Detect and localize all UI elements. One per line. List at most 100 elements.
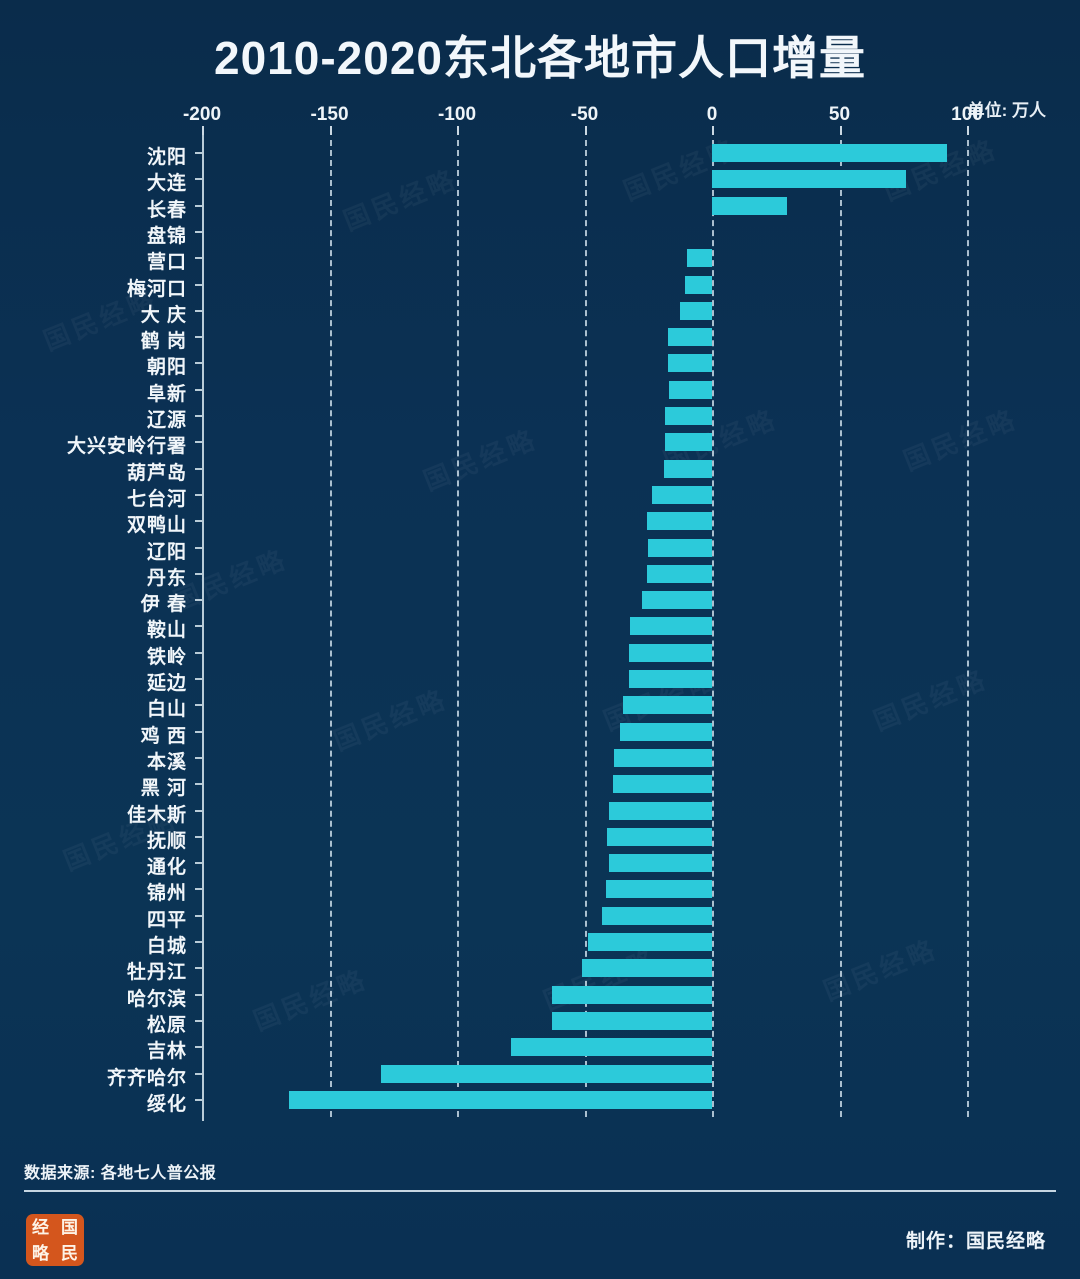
bar-row[interactable]: 通化 [147, 850, 967, 878]
y-tick-mark [195, 257, 202, 260]
bar[interactable] [552, 1011, 712, 1030]
logo-char-3: 略 [32, 1243, 49, 1263]
bar[interactable] [620, 722, 712, 741]
bar-row[interactable]: 四平 [147, 903, 967, 931]
bar-row[interactable]: 伊 春 [141, 587, 967, 615]
bar-row[interactable]: 大兴安岭行署 [67, 429, 967, 457]
bar[interactable] [602, 906, 712, 925]
bar[interactable] [646, 512, 712, 531]
bar[interactable] [581, 959, 712, 978]
bar-row[interactable]: 阜新 [147, 377, 967, 405]
bar-row[interactable]: 佳木斯 [127, 798, 967, 826]
bar[interactable] [686, 249, 712, 268]
gridline-50 [839, 140, 842, 1117]
bar[interactable] [667, 328, 712, 347]
bar-row[interactable]: 锦州 [147, 876, 967, 904]
y-tick-mark [195, 993, 202, 996]
bar-row[interactable]: 辽源 [147, 403, 967, 431]
bar[interactable] [608, 801, 712, 820]
bar[interactable] [629, 643, 712, 662]
bar-row[interactable]: 沈阳 [147, 140, 967, 168]
bar-row[interactable]: 大连 [147, 166, 967, 194]
bar-row[interactable]: 朝阳 [147, 350, 967, 378]
bar-row[interactable]: 吉林 [147, 1034, 967, 1062]
bar[interactable] [380, 1064, 712, 1083]
bar-row[interactable]: 长春 [147, 193, 967, 221]
y-tick-mark [195, 783, 202, 786]
category-label: 松原 [146, 1014, 187, 1036]
bar-row[interactable]: 白城 [147, 929, 967, 957]
y-tick-mark [195, 467, 202, 470]
category-label: 锦州 [146, 883, 187, 905]
bar[interactable] [552, 985, 712, 1004]
bar[interactable] [630, 617, 712, 636]
bar[interactable] [665, 433, 712, 452]
x-tick-mark-50 [839, 126, 842, 135]
bar-row[interactable]: 鹤 岗 [141, 324, 967, 352]
bar-row[interactable]: 梅河口 [127, 272, 967, 300]
bar[interactable] [712, 196, 788, 215]
x-tick-mark-100 [967, 126, 969, 135]
y-axis-line [202, 134, 204, 1121]
bar-row[interactable]: 本溪 [147, 745, 967, 773]
bar[interactable] [646, 564, 712, 583]
category-label: 葫芦岛 [126, 462, 187, 484]
bar[interactable] [641, 591, 712, 610]
bar[interactable] [607, 827, 712, 846]
bar-row[interactable]: 牡丹江 [127, 955, 967, 983]
bar[interactable] [608, 854, 712, 873]
bar-row[interactable]: 盘锦 [147, 219, 967, 247]
bar-row[interactable]: 七台河 [127, 482, 967, 510]
bar[interactable] [652, 485, 712, 504]
bar-row[interactable]: 鸡 西 [141, 719, 967, 747]
bar-row[interactable]: 双鸭山 [127, 508, 967, 536]
bar-row[interactable]: 绥化 [147, 1087, 967, 1115]
bar-row[interactable]: 齐齐哈尔 [107, 1061, 967, 1089]
bar-row[interactable]: 哈尔滨 [127, 982, 967, 1010]
category-label: 鞍山 [146, 620, 187, 642]
brand-logo: 经 国 略 民 [26, 1214, 84, 1266]
y-tick-mark [195, 546, 202, 549]
bar[interactable] [665, 407, 712, 425]
bar-row[interactable]: 抚顺 [147, 824, 967, 852]
category-label: 牡丹江 [126, 962, 187, 984]
y-tick-mark [195, 756, 202, 759]
bar[interactable] [612, 775, 712, 794]
bar-row[interactable]: 铁岭 [147, 640, 967, 668]
category-label: 鹤 岗 [140, 331, 187, 353]
y-tick-mark [195, 651, 202, 654]
bar[interactable] [605, 880, 712, 899]
bar[interactable] [712, 170, 906, 189]
bar[interactable] [668, 380, 712, 399]
bar[interactable] [712, 144, 947, 162]
bar[interactable] [648, 538, 712, 557]
bar-row[interactable]: 松原 [147, 1008, 967, 1036]
bar-row[interactable]: 辽阳 [147, 535, 967, 563]
category-label: 辽源 [146, 410, 187, 431]
bar[interactable] [629, 670, 712, 688]
bar-row[interactable]: 丹东 [147, 561, 967, 589]
bar[interactable] [588, 933, 712, 951]
bar[interactable] [684, 275, 712, 294]
bar-row[interactable]: 延边 [147, 666, 967, 694]
bar-row[interactable]: 营口 [147, 245, 967, 273]
bar[interactable] [679, 301, 712, 320]
y-tick-mark [195, 809, 202, 812]
y-tick-mark [195, 178, 202, 181]
y-tick-mark [195, 415, 202, 417]
bar-row[interactable]: 鞍山 [147, 613, 967, 641]
bar[interactable] [622, 696, 712, 715]
bar-row[interactable]: 葫芦岛 [127, 456, 967, 484]
category-label: 黑 河 [140, 778, 187, 800]
bar[interactable] [614, 748, 712, 767]
x-tick-mark--100 [457, 126, 459, 135]
bar-row[interactable]: 大 庆 [141, 298, 967, 326]
bar[interactable] [510, 1038, 712, 1057]
x-tick-mark--50 [584, 126, 587, 135]
bar-row[interactable]: 黑 河 [141, 771, 967, 799]
category-label: 丹东 [146, 567, 187, 589]
bar[interactable] [288, 1090, 712, 1109]
bar[interactable] [664, 459, 712, 478]
bar-row[interactable]: 白山 [147, 692, 967, 720]
bar[interactable] [667, 354, 712, 373]
